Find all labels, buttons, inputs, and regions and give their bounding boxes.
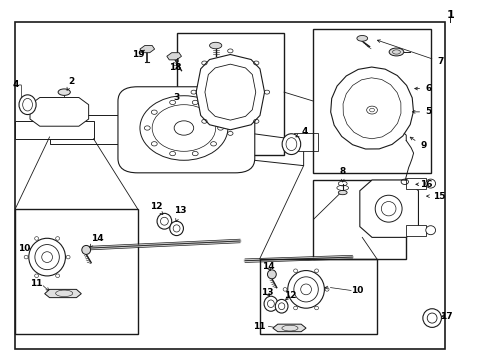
Ellipse shape: [29, 238, 66, 276]
Polygon shape: [273, 324, 306, 332]
Text: 6: 6: [415, 84, 431, 93]
Polygon shape: [30, 98, 89, 126]
Bar: [15, 209, 138, 334]
Ellipse shape: [389, 48, 404, 56]
Ellipse shape: [170, 221, 183, 235]
Ellipse shape: [357, 36, 368, 41]
Bar: [15, 22, 445, 348]
Text: 8: 8: [340, 167, 346, 182]
Text: 13: 13: [261, 288, 273, 297]
Polygon shape: [406, 225, 426, 235]
Text: 10: 10: [351, 286, 364, 295]
Ellipse shape: [275, 300, 288, 313]
Text: 15: 15: [427, 192, 446, 201]
Text: 2: 2: [67, 77, 74, 90]
Ellipse shape: [268, 270, 276, 279]
Ellipse shape: [423, 309, 441, 327]
Text: 7: 7: [377, 40, 443, 66]
Text: 16: 16: [416, 180, 433, 189]
Text: 17: 17: [440, 312, 453, 321]
Ellipse shape: [282, 134, 301, 154]
Text: 13: 13: [174, 206, 187, 221]
Text: 11: 11: [29, 279, 42, 288]
Text: 4: 4: [13, 81, 21, 90]
Text: 5: 5: [412, 107, 431, 116]
Ellipse shape: [426, 179, 436, 188]
Polygon shape: [167, 53, 181, 60]
Polygon shape: [196, 54, 265, 130]
Bar: [314, 180, 406, 259]
Text: 3: 3: [173, 93, 179, 102]
FancyBboxPatch shape: [118, 87, 255, 173]
Ellipse shape: [58, 89, 71, 95]
Polygon shape: [331, 67, 414, 149]
Bar: [176, 33, 284, 155]
Polygon shape: [294, 134, 318, 151]
Bar: [260, 259, 377, 334]
Text: 14: 14: [262, 262, 274, 271]
Polygon shape: [45, 289, 81, 298]
Text: 4: 4: [296, 127, 308, 137]
Polygon shape: [406, 178, 426, 189]
Polygon shape: [140, 45, 155, 53]
Ellipse shape: [19, 95, 36, 114]
Text: 19: 19: [132, 50, 145, 59]
Text: 12: 12: [284, 291, 296, 300]
Text: 12: 12: [150, 202, 163, 215]
Text: 11: 11: [253, 322, 266, 331]
Text: 1: 1: [446, 10, 454, 20]
Ellipse shape: [288, 271, 324, 308]
Ellipse shape: [82, 246, 91, 255]
Ellipse shape: [210, 42, 222, 49]
Text: 14: 14: [90, 234, 104, 248]
Ellipse shape: [264, 296, 278, 311]
Ellipse shape: [426, 226, 436, 235]
Text: 9: 9: [410, 137, 426, 150]
Polygon shape: [49, 116, 172, 144]
Ellipse shape: [338, 190, 347, 195]
Polygon shape: [15, 121, 94, 139]
Ellipse shape: [140, 96, 228, 160]
Polygon shape: [360, 180, 418, 237]
Text: 18: 18: [170, 59, 182, 72]
Text: 10: 10: [18, 244, 30, 253]
Bar: [314, 30, 431, 173]
Ellipse shape: [375, 195, 402, 222]
Ellipse shape: [157, 213, 171, 229]
Polygon shape: [172, 123, 304, 166]
